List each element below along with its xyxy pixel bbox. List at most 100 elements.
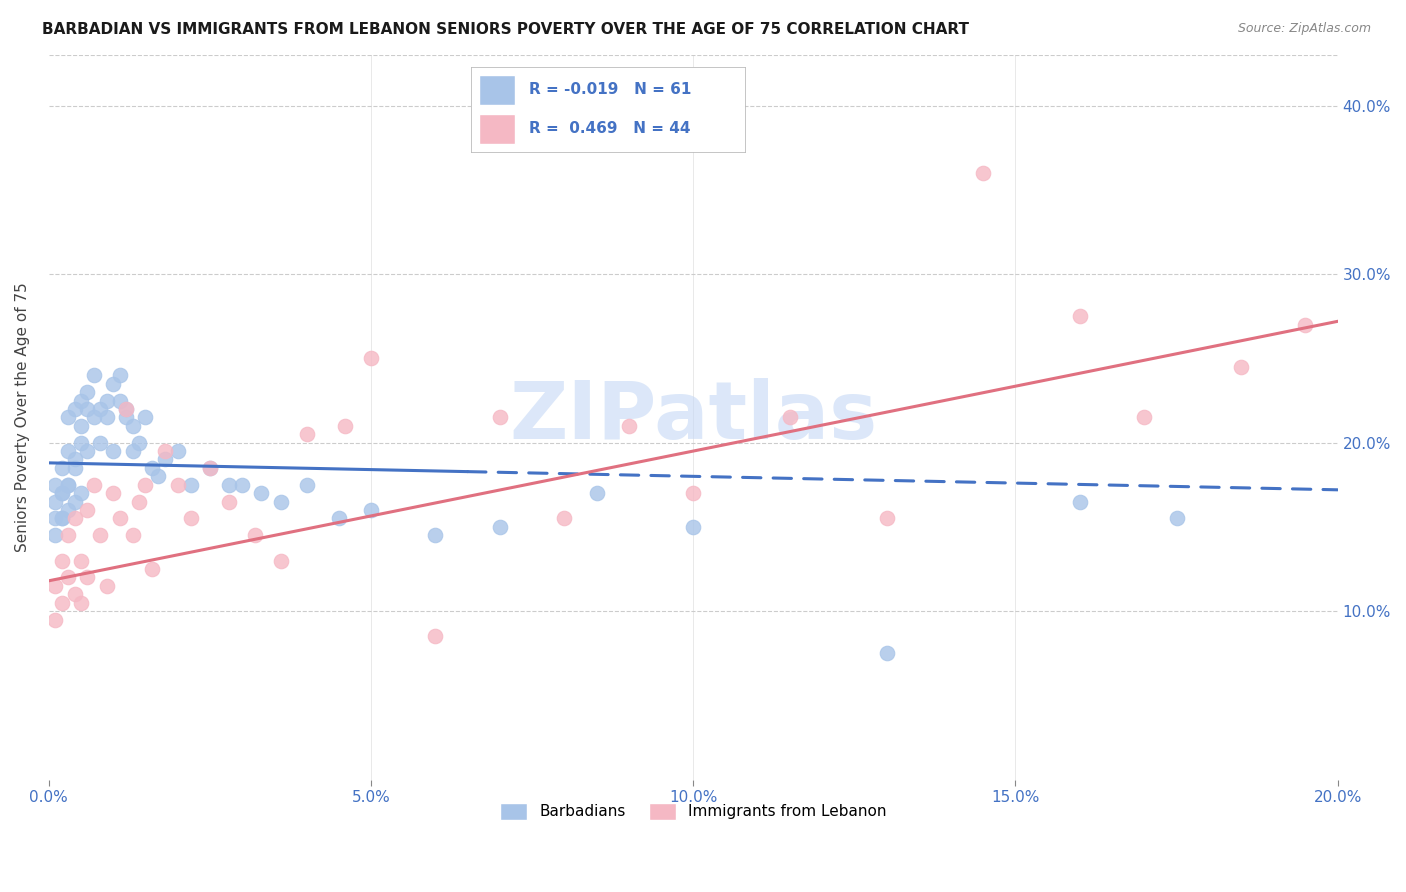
Point xyxy=(779,410,801,425)
Point xyxy=(180,477,202,491)
Point xyxy=(153,444,176,458)
Point xyxy=(56,503,79,517)
Point xyxy=(83,410,105,425)
Point xyxy=(76,444,98,458)
Point xyxy=(295,477,318,491)
Point xyxy=(44,579,66,593)
Point xyxy=(63,452,86,467)
Point xyxy=(682,520,704,534)
Point xyxy=(70,553,93,567)
Point xyxy=(51,511,73,525)
Point xyxy=(56,477,79,491)
Point xyxy=(108,393,131,408)
Point xyxy=(108,368,131,383)
Point xyxy=(1133,410,1156,425)
Point xyxy=(335,418,357,433)
Point xyxy=(44,613,66,627)
Legend: Barbadians, Immigrants from Lebanon: Barbadians, Immigrants from Lebanon xyxy=(494,797,893,826)
Point xyxy=(617,418,640,433)
Point xyxy=(115,410,138,425)
Point xyxy=(134,477,156,491)
Point xyxy=(76,385,98,400)
Text: Source: ZipAtlas.com: Source: ZipAtlas.com xyxy=(1237,22,1371,36)
Point xyxy=(103,486,125,500)
Point xyxy=(1069,310,1091,324)
Point xyxy=(44,511,66,525)
Point xyxy=(70,486,93,500)
Point xyxy=(76,401,98,416)
Point xyxy=(70,435,93,450)
Y-axis label: Seniors Poverty Over the Age of 75: Seniors Poverty Over the Age of 75 xyxy=(15,283,30,552)
Text: BARBADIAN VS IMMIGRANTS FROM LEBANON SENIORS POVERTY OVER THE AGE OF 75 CORRELAT: BARBADIAN VS IMMIGRANTS FROM LEBANON SEN… xyxy=(42,22,969,37)
Point xyxy=(70,393,93,408)
Point xyxy=(243,528,266,542)
Point xyxy=(89,528,111,542)
Point xyxy=(166,444,188,458)
Point xyxy=(1166,511,1188,525)
Point xyxy=(51,486,73,500)
Point xyxy=(63,401,86,416)
Point xyxy=(682,486,704,500)
Point xyxy=(218,494,240,508)
FancyBboxPatch shape xyxy=(479,75,515,105)
Point xyxy=(425,629,447,643)
Point xyxy=(108,511,131,525)
Point xyxy=(63,494,86,508)
Point xyxy=(198,461,221,475)
FancyBboxPatch shape xyxy=(479,113,515,144)
Point xyxy=(180,511,202,525)
Point xyxy=(141,461,163,475)
Point xyxy=(121,444,143,458)
Point xyxy=(51,596,73,610)
Point xyxy=(70,596,93,610)
Point xyxy=(63,587,86,601)
Point xyxy=(56,410,79,425)
Point xyxy=(51,553,73,567)
Point xyxy=(51,511,73,525)
Point xyxy=(141,562,163,576)
Point xyxy=(972,166,994,180)
Point xyxy=(76,503,98,517)
Point xyxy=(218,477,240,491)
Point xyxy=(44,494,66,508)
Point xyxy=(96,579,118,593)
Point xyxy=(70,418,93,433)
Point xyxy=(148,469,170,483)
Point xyxy=(63,511,86,525)
Point xyxy=(1069,494,1091,508)
Point xyxy=(51,486,73,500)
Point xyxy=(56,528,79,542)
Point xyxy=(56,477,79,491)
Text: R = -0.019   N = 61: R = -0.019 N = 61 xyxy=(529,82,690,97)
Point xyxy=(96,410,118,425)
Point xyxy=(63,461,86,475)
Point xyxy=(76,570,98,584)
Point xyxy=(115,401,138,416)
Point xyxy=(876,646,898,660)
Point xyxy=(489,410,512,425)
Point xyxy=(1294,318,1316,332)
Point xyxy=(425,528,447,542)
Point xyxy=(83,477,105,491)
Point xyxy=(83,368,105,383)
Point xyxy=(128,435,150,450)
Point xyxy=(585,486,607,500)
Point xyxy=(198,461,221,475)
Point xyxy=(128,494,150,508)
Text: R =  0.469   N = 44: R = 0.469 N = 44 xyxy=(529,121,690,136)
Point xyxy=(153,452,176,467)
Point xyxy=(44,528,66,542)
Point xyxy=(103,376,125,391)
Point xyxy=(553,511,575,525)
Point xyxy=(89,435,111,450)
Point xyxy=(121,418,143,433)
Point xyxy=(96,393,118,408)
Point xyxy=(121,528,143,542)
Point xyxy=(56,570,79,584)
Point xyxy=(295,427,318,442)
Point xyxy=(51,461,73,475)
Point xyxy=(44,477,66,491)
Point xyxy=(1230,359,1253,374)
Point xyxy=(231,477,253,491)
Point xyxy=(270,494,292,508)
